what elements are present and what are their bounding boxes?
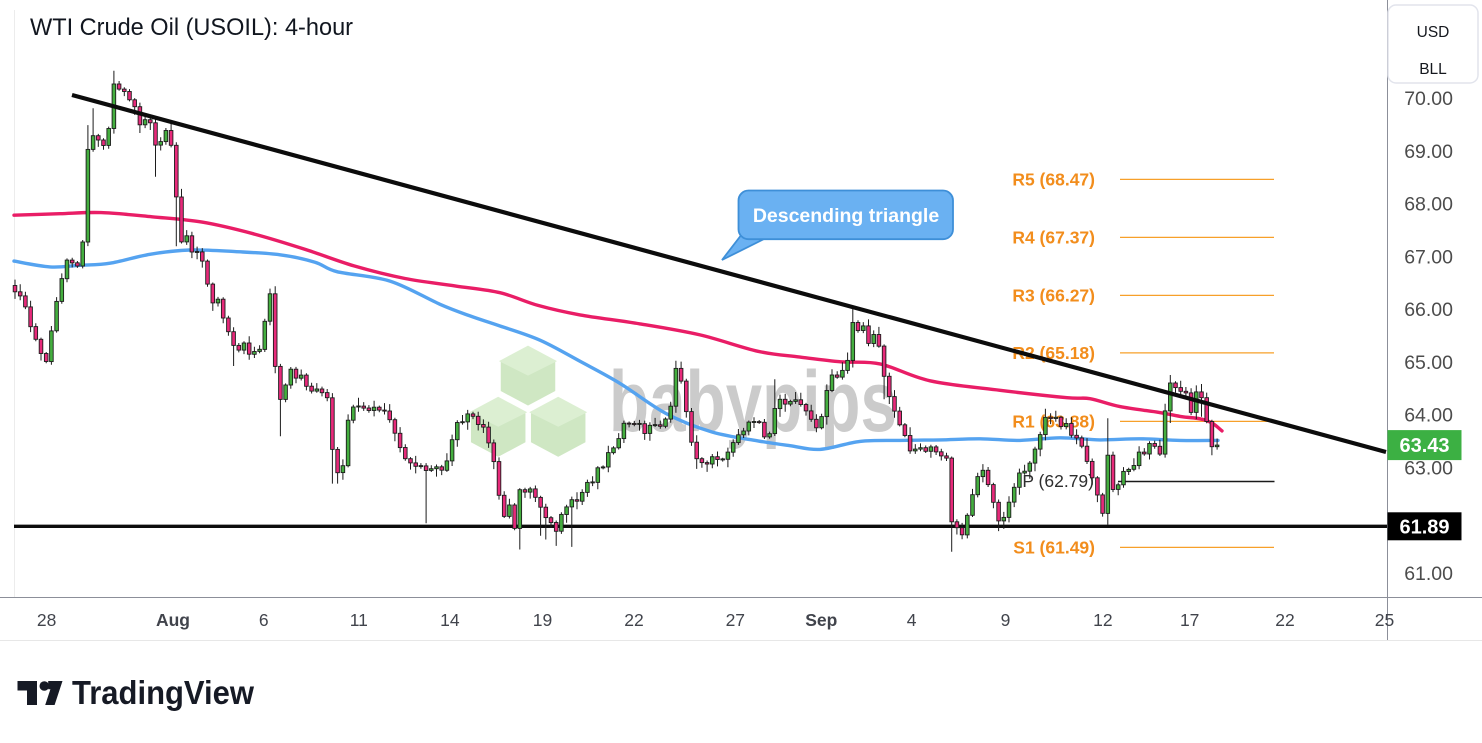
svg-text:12: 12 [1093, 610, 1112, 630]
svg-text:R4 (67.37): R4 (67.37) [1012, 227, 1095, 247]
svg-text:28: 28 [37, 610, 56, 630]
svg-text:11: 11 [350, 610, 368, 630]
svg-text:9: 9 [1001, 610, 1011, 630]
svg-text:68.00: 68.00 [1404, 194, 1453, 216]
svg-text:Descending triangle: Descending triangle [753, 205, 940, 227]
svg-text:6: 6 [259, 610, 269, 630]
svg-text:TradingView: TradingView [72, 674, 254, 711]
svg-text:17: 17 [1180, 610, 1199, 630]
svg-text:27: 27 [726, 610, 745, 630]
svg-text:R5 (68.47): R5 (68.47) [1012, 169, 1095, 189]
svg-text:25: 25 [1375, 610, 1394, 630]
svg-text:P (62.79): P (62.79) [1022, 471, 1094, 491]
svg-text:63.00: 63.00 [1404, 457, 1453, 479]
svg-text:67.00: 67.00 [1404, 246, 1453, 268]
svg-text:65.00: 65.00 [1404, 352, 1453, 374]
svg-text:Sep: Sep [805, 610, 837, 630]
svg-text:R3 (66.27): R3 (66.27) [1012, 285, 1095, 305]
svg-text:69.00: 69.00 [1404, 141, 1453, 163]
svg-text:64.00: 64.00 [1404, 405, 1453, 427]
svg-text:66.00: 66.00 [1404, 299, 1453, 321]
svg-text:63.43: 63.43 [1399, 435, 1449, 457]
svg-text:61.89: 61.89 [1399, 516, 1449, 538]
svg-text:22: 22 [624, 610, 643, 630]
svg-text:USD: USD [1417, 24, 1450, 41]
svg-text:14: 14 [440, 610, 460, 630]
svg-text:4: 4 [907, 610, 917, 630]
svg-text:22: 22 [1275, 610, 1294, 630]
svg-text:19: 19 [533, 610, 552, 630]
svg-text:BLL: BLL [1419, 61, 1447, 78]
svg-text:70.00: 70.00 [1404, 88, 1453, 110]
svg-text:babypips: babypips [609, 354, 897, 450]
svg-text:WTI Crude Oil (USOIL): 4-hour: WTI Crude Oil (USOIL): 4-hour [30, 14, 353, 41]
svg-text:S1 (61.49): S1 (61.49) [1013, 537, 1095, 557]
svg-text:R1 (63.88): R1 (63.88) [1012, 411, 1095, 431]
svg-text:Aug: Aug [156, 610, 190, 630]
svg-text:61.00: 61.00 [1404, 563, 1453, 585]
